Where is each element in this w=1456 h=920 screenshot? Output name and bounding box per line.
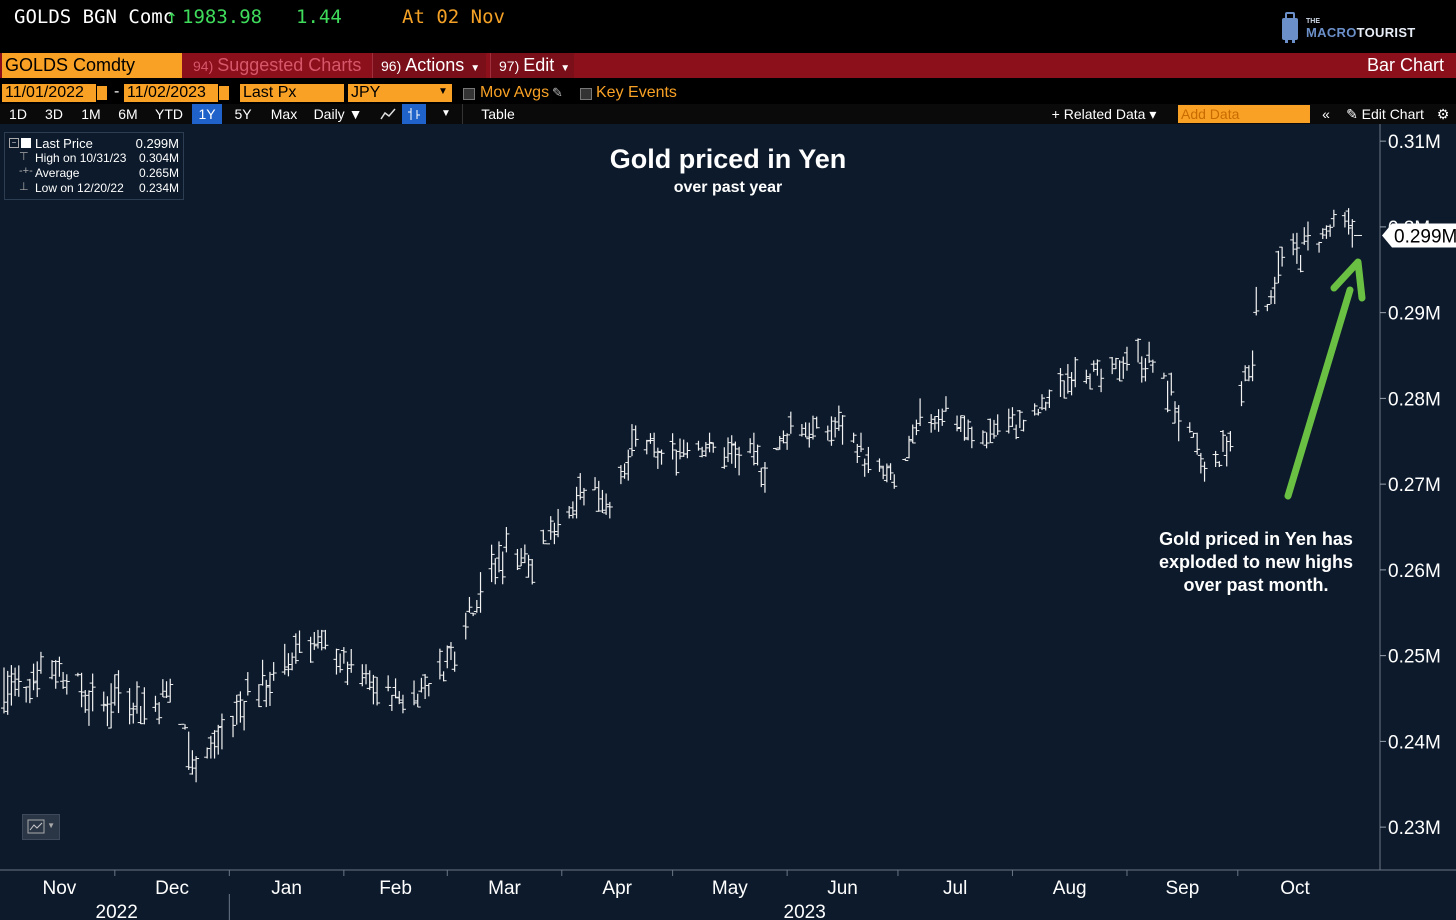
low-marker-icon: ⊥ [19, 181, 29, 193]
y-tick-label: 0.23M [1388, 818, 1441, 839]
calendar-icon[interactable] [219, 86, 229, 100]
related-data-button[interactable]: + Related Data ▾ [1051, 106, 1157, 122]
collapse-icon[interactable]: « [1322, 106, 1330, 122]
y-tick-label: 0.28M [1388, 389, 1441, 410]
ticker-name[interactable]: GOLDS BGN Comc [14, 6, 175, 28]
mov-avgs-checkbox[interactable] [463, 88, 475, 100]
x-month-label: Jun [827, 878, 858, 899]
y-axis: 0.23M0.24M0.25M0.26M0.27M0.28M0.29M0.3M0… [0, 124, 1456, 871]
annotation-arrow [1284, 258, 1366, 500]
collapse-legend-icon[interactable]: − [9, 138, 19, 148]
ticker-arrow-icon: ↑ [166, 6, 178, 28]
y-tick-label: 0.31M [1388, 132, 1441, 153]
y-tick-label: 0.25M [1388, 647, 1441, 668]
high-marker-icon: ⊤ [19, 151, 29, 163]
y-tick-label: 0.26M [1388, 561, 1441, 582]
x-month-label: May [712, 878, 748, 899]
suitcase-icon [1282, 12, 1298, 43]
x-year-label: 2023 [784, 902, 826, 920]
range-3d-button[interactable]: 3D [45, 106, 63, 122]
chart-type-label: Bar Chart [1366, 55, 1444, 75]
x-year-label: 2022 [96, 902, 138, 920]
legend-high: High on 10/31/23 0.304M [35, 151, 179, 165]
legend-average: Average 0.265M [35, 166, 179, 180]
last-price-label: 0.299M [1394, 226, 1456, 247]
y-tick-label: 0.27M [1388, 475, 1441, 496]
chart-subtitle: over past year [673, 179, 783, 196]
x-month-label: Sep [1165, 878, 1199, 899]
x-month-label: Aug [1053, 878, 1087, 899]
chevron-down-icon[interactable]: ▼ [441, 108, 451, 119]
ticker-price: 1983.98 [182, 6, 263, 28]
last-price-tag [1382, 223, 1456, 248]
period-select[interactable]: Daily ▼ [313, 106, 363, 122]
range-5y-button[interactable]: 5Y [234, 106, 252, 122]
security-field[interactable]: GOLDS Comdty [2, 53, 182, 78]
logo-the: THE [1306, 18, 1320, 25]
price-field-select[interactable]: Last Px [240, 84, 344, 102]
series-swatch [21, 138, 31, 148]
annotation-arrow-shaft [1284, 286, 1354, 500]
x-month-label: Dec [155, 878, 189, 899]
actions-menu[interactable]: 96) Actions ▼ [372, 53, 486, 78]
range-1d-button[interactable]: 1D [9, 106, 27, 122]
caret-down-icon: ▼ [560, 63, 571, 74]
x-month-label: Feb [379, 878, 412, 899]
y-tick-label: 0.29M [1388, 304, 1441, 325]
chart-style-icon[interactable]: ▼ [22, 814, 60, 840]
legend-low: Low on 12/20/22 0.234M [35, 181, 179, 195]
x-axis: Nov Dec Jan Feb Mar Apr May Jun Jul Aug Sep Oct 2022… [43, 870, 1311, 920]
function-menu-bar: GOLDS Comdty 94) Suggested Charts 96) Acti… [0, 53, 1456, 78]
range-ytd-button[interactable]: YTD [155, 106, 183, 122]
mov-avgs-label[interactable]: Mov Avgs [480, 84, 550, 101]
range-max-button[interactable]: Max [270, 106, 298, 122]
chart-toolbar: 1D 3D 1M 6M YTD 1Y 5Y Max Daily ▼ ▼ Tabl… [0, 104, 1456, 124]
y-tick-label: 0.24M [1388, 732, 1441, 753]
date-separator: - [114, 83, 120, 100]
line-chart-icon[interactable] [376, 104, 400, 124]
ticker-change: 1.44 [296, 6, 342, 28]
ticker-time: At 02 Nov [402, 6, 505, 28]
logo-wordmark: MACROTOURIST [1306, 25, 1416, 40]
x-month-label: Nov [43, 878, 77, 899]
bar-chart-icon[interactable] [402, 104, 426, 124]
key-events-label[interactable]: Key Events [596, 84, 677, 101]
annotation-arrow-head [1330, 258, 1366, 302]
x-month-label: Jul [943, 878, 967, 899]
macro-tourist-logo: THE MACROTOURIST [1278, 10, 1438, 44]
price-chart-svg: 0.23M0.24M0.25M0.26M0.27M0.28M0.29M0.3M0… [0, 124, 1456, 920]
x-month-label: Apr [602, 878, 632, 899]
x-month-label: Oct [1280, 878, 1310, 899]
edit-chart-button[interactable]: ✎ Edit Chart [1346, 106, 1424, 122]
pencil-icon[interactable]: ✎ [552, 85, 563, 100]
gear-icon[interactable]: ⚙ [1436, 106, 1450, 122]
x-month-label: Mar [488, 878, 521, 899]
caret-down-icon: ▼ [470, 63, 481, 74]
key-events-checkbox[interactable] [580, 88, 592, 100]
calendar-icon[interactable] [97, 86, 107, 100]
chevron-down-icon[interactable]: ▼ [438, 86, 448, 97]
x-month-label: Jan [271, 878, 302, 899]
range-1y-button[interactable]: 1Y [192, 104, 222, 124]
chart-title: Gold priced in Yen [609, 144, 847, 174]
parameter-row: 11/01/2022 - 11/02/2023 Last Px JPY ▼ Mo… [0, 82, 1456, 104]
start-date-field[interactable]: 11/01/2022 [2, 84, 96, 102]
chart-annotation: Gold priced in Yen has exploded to new h… [1158, 529, 1353, 595]
suggested-charts-button[interactable]: 94) Suggested Charts [193, 55, 362, 75]
edit-menu[interactable]: 97) Edit ▼ [490, 53, 574, 78]
chart-legend: − Last Price 0.299M ⊤ High on 10/31/23 0.3… [4, 132, 184, 200]
average-marker-icon: -+- [19, 165, 33, 177]
end-date-field[interactable]: 11/02/2023 [124, 84, 218, 102]
table-button[interactable]: Table [462, 104, 533, 124]
ohlc-bars [1, 208, 1362, 783]
chart-area[interactable]: 0.23M0.24M0.25M0.26M0.27M0.28M0.29M0.3M0… [0, 124, 1456, 920]
range-6m-button[interactable]: 6M [118, 106, 138, 122]
add-data-input[interactable]: Add Data [1178, 105, 1310, 123]
legend-last-price: Last Price 0.299M [35, 136, 179, 151]
range-1m-button[interactable]: 1M [81, 106, 101, 122]
ticker-bar: GOLDS BGN Comc ↑ 1983.98 1.44 At 02 Nov … [0, 0, 1456, 52]
currency-select[interactable]: JPY [348, 84, 452, 102]
